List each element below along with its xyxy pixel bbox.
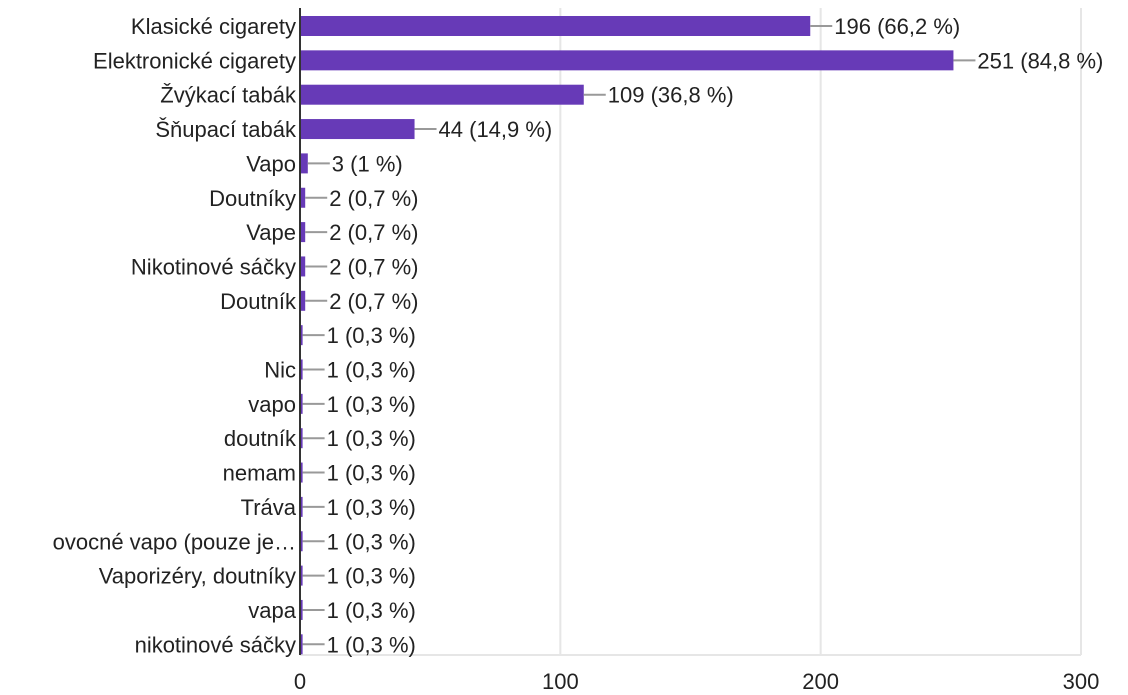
bars [300, 16, 976, 655]
bar [300, 153, 308, 174]
bar [300, 428, 303, 449]
category-label: Vaporizéry, doutníky [99, 564, 296, 589]
data-label: 3 (1 %) [332, 151, 403, 176]
data-label: 1 (0,3 %) [327, 529, 416, 554]
category-label: nemam [223, 461, 296, 486]
bar [300, 119, 415, 140]
bar [300, 222, 306, 243]
bar [300, 84, 584, 105]
category-label: nikotinové sáčky [135, 632, 296, 657]
category-label: Šňupací tabák [155, 117, 297, 142]
data-label: 1 (0,3 %) [327, 392, 416, 417]
bar [300, 393, 303, 414]
data-label: 1 (0,3 %) [327, 598, 416, 623]
data-label: 1 (0,3 %) [327, 564, 416, 589]
data-label: 2 (0,7 %) [329, 289, 418, 314]
category-label: ovocné vapo (pouze je… [53, 529, 296, 554]
data-label: 2 (0,7 %) [329, 254, 418, 279]
data-label: 2 (0,7 %) [329, 220, 418, 245]
category-label: vapa [248, 598, 296, 623]
bar [300, 256, 306, 277]
x-tick-label: 0 [294, 669, 306, 694]
data-label: 1 (0,3 %) [327, 632, 416, 657]
bar [300, 187, 306, 208]
bar [300, 634, 303, 655]
bar [300, 599, 303, 620]
data-label: 1 (0,3 %) [327, 461, 416, 486]
category-label: Klasické cigarety [131, 14, 296, 39]
category-label: Elektronické cigarety [93, 48, 296, 73]
data-label: 1 (0,3 %) [327, 426, 416, 451]
bar [300, 50, 954, 71]
x-tick-label: 200 [802, 669, 839, 694]
bar [300, 359, 303, 380]
bar [300, 325, 303, 346]
data-label: 1 (0,3 %) [327, 323, 416, 348]
data-label: 1 (0,3 %) [327, 358, 416, 383]
labels: 0 100 200 300 196 (66,2 %) Klasické cigarety 2… [53, 14, 1104, 694]
category-label: Vapo [246, 151, 296, 176]
data-label: 109 (36,8 %) [608, 83, 734, 108]
category-label: Doutník [220, 289, 297, 314]
bar [300, 565, 303, 586]
category-label: Žvýkací tabák [160, 83, 297, 108]
data-label: 44 (14,9 %) [439, 117, 553, 142]
category-label: doutník [224, 426, 297, 451]
bar [300, 290, 306, 311]
category-label: Nic [264, 358, 296, 383]
category-label: Tráva [241, 495, 297, 520]
data-label: 196 (66,2 %) [834, 14, 960, 39]
grid-lines [300, 8, 1082, 656]
bar [300, 462, 303, 483]
x-tick-label: 100 [542, 669, 579, 694]
data-label: 251 (84,8 %) [977, 48, 1103, 73]
data-label: 1 (0,3 %) [327, 495, 416, 520]
category-label: Nikotinové sáčky [131, 254, 296, 279]
bar [300, 496, 303, 517]
bar [300, 16, 811, 36]
category-label: Vape [246, 220, 296, 245]
x-tick-label: 300 [1063, 669, 1100, 694]
bar [300, 531, 303, 552]
data-label: 2 (0,7 %) [329, 186, 418, 211]
category-label: vapo [248, 392, 296, 417]
category-label: Doutníky [209, 186, 296, 211]
